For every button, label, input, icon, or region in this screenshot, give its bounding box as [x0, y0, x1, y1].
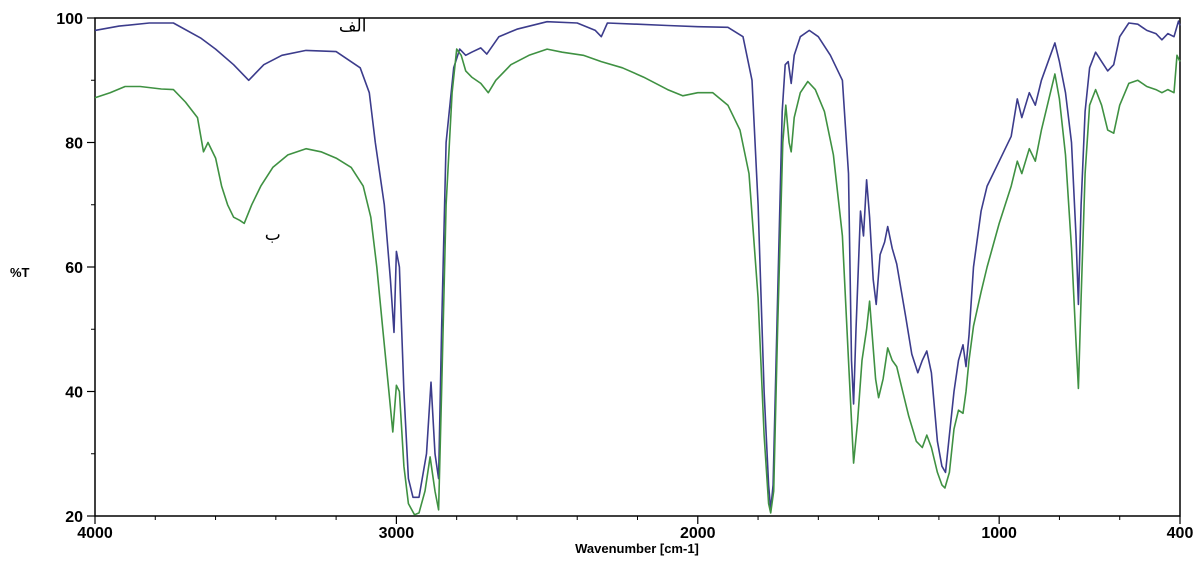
x-axis-title: Wavenumber [cm-1] [575, 541, 699, 556]
series-line-b [94, 48, 1181, 516]
series-layer [94, 20, 1181, 516]
y-tick-label: 20 [65, 509, 83, 526]
plot-frame [94, 17, 1181, 517]
y-tick-label: 40 [65, 385, 83, 402]
x-tick-label: 1000 [981, 525, 1017, 542]
y-tick-label: 100 [56, 11, 83, 28]
y-axis-title: %T [10, 265, 30, 280]
series-annotation-label: ب [265, 225, 281, 245]
tick-marks [87, 17, 1181, 524]
x-tick-label: 2000 [680, 525, 716, 542]
x-tick-label: 400 [1167, 525, 1194, 542]
series-line-a [94, 20, 1181, 511]
series-annotation-label: الف [339, 17, 367, 37]
x-tick-label: 4000 [77, 525, 113, 542]
y-tick-label: 80 [65, 136, 83, 153]
y-tick-label: 60 [65, 260, 83, 277]
x-tick-label: 3000 [379, 525, 415, 542]
tick-labels: 20 40 60 80 100 4000 3000 2000 1000 400 [56, 11, 1193, 542]
annotation-layer: الف ب [265, 17, 367, 246]
